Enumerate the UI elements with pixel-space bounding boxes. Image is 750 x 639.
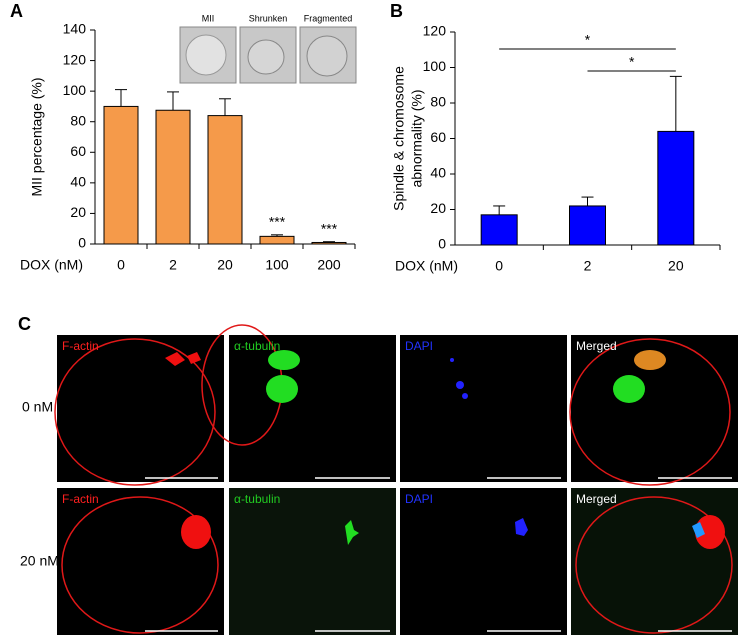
bar (657, 130, 695, 246)
y-tick-label: 0 (78, 235, 86, 251)
y-axis-label: abnormality (%) (409, 89, 425, 187)
significance: * (585, 32, 591, 48)
y-tick-label: 60 (70, 143, 86, 159)
micrographs (54, 324, 738, 635)
x-tick-label: 2 (584, 258, 592, 274)
x-tick-label: 0 (117, 257, 125, 273)
x-tick-label: 2 (169, 257, 177, 273)
significance: * (629, 54, 635, 70)
inset-images (179, 26, 357, 84)
inset-label: MII (202, 13, 215, 23)
row-label: 20 nM (20, 553, 59, 569)
panel-label: C (18, 314, 31, 334)
bar (207, 115, 243, 245)
y-tick-label: 40 (70, 174, 86, 190)
bar (480, 214, 518, 246)
significance: *** (269, 214, 286, 230)
x-tick-label: 100 (265, 257, 289, 273)
y-axis-label: Spindle & chromosome (391, 66, 407, 211)
y-axis-label: MII percentage (%) (29, 77, 45, 196)
channel-label: α-tubulin (234, 339, 280, 353)
panel-label: B (390, 1, 403, 21)
x-tick-label: 20 (217, 257, 233, 273)
channel-label: DAPI (405, 339, 433, 353)
x-axis-label: DOX (nM) (395, 258, 458, 274)
y-tick-label: 80 (70, 112, 86, 128)
y-tick-label: 100 (423, 58, 447, 74)
y-tick-label: 20 (70, 204, 86, 220)
x-axis-label: DOX (nM) (20, 257, 83, 273)
inset-label: Shrunken (249, 13, 288, 23)
x-tick-label: 200 (317, 257, 341, 273)
row-label: 0 nM (22, 399, 53, 415)
y-tick-label: 60 (430, 129, 446, 145)
x-tick-label: 20 (668, 258, 684, 274)
y-tick-label: 40 (430, 165, 446, 181)
channel-label: α-tubulin (234, 492, 280, 506)
y-tick-label: 140 (63, 21, 87, 37)
x-tick-label: 0 (495, 258, 503, 274)
panel-label: A (10, 1, 23, 21)
y-tick-label: 80 (430, 94, 446, 110)
channel-label: DAPI (405, 492, 433, 506)
bar (103, 105, 139, 245)
channel-label: F-actin (62, 492, 99, 506)
inset-label: Fragmented (304, 13, 353, 23)
significance: *** (321, 220, 338, 236)
bar (569, 205, 606, 246)
y-tick-label: 120 (63, 51, 87, 67)
channel-label: Merged (576, 492, 617, 506)
bar (311, 241, 347, 245)
channel-label: F-actin (62, 339, 99, 353)
y-tick-label: 20 (430, 200, 446, 216)
y-tick-label: 120 (423, 23, 447, 39)
channel-label: Merged (576, 339, 617, 353)
bar (155, 109, 191, 245)
bar (259, 235, 295, 245)
y-tick-label: 100 (63, 82, 87, 98)
y-tick-label: 0 (438, 236, 446, 252)
